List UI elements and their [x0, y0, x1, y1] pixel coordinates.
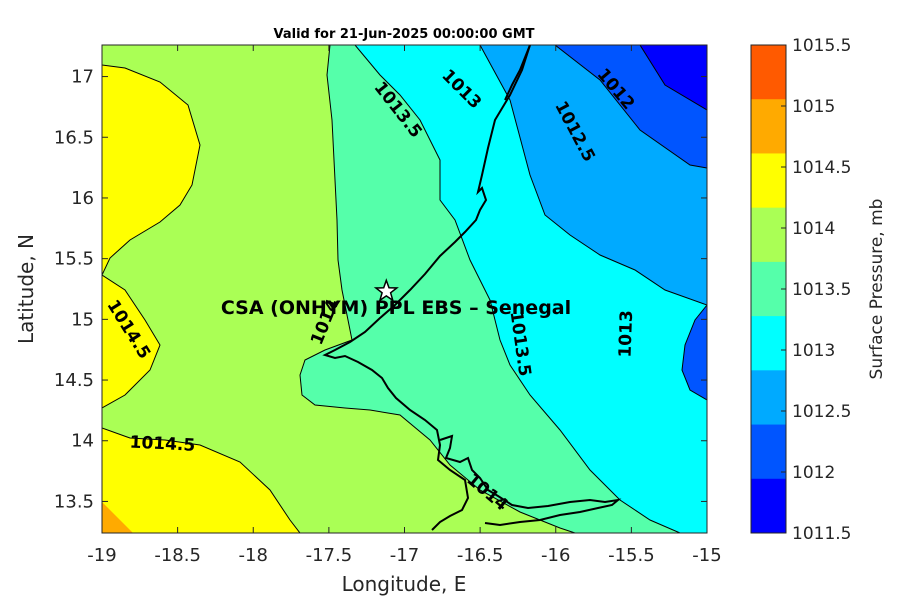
station-star-icon: [373, 278, 399, 303]
y-tick-label: 15.5: [54, 249, 94, 270]
y-tick-label: 17: [71, 67, 94, 88]
x-axis-label: Longitude, E: [342, 572, 467, 596]
x-tick-label: -18: [239, 545, 268, 566]
x-tick-label: -16.5: [457, 545, 504, 566]
band-1014.5-south: [102, 428, 300, 533]
colorbar-level-label: 1011.5: [792, 524, 851, 544]
station-label: CSA (ONHYM) PPL EBS – Senegal: [221, 297, 571, 319]
y-axis-label: Latitude, N: [14, 234, 38, 344]
colorbar-level-label: 1015: [792, 97, 835, 117]
colorbar-segment: [751, 478, 786, 534]
estuary: [439, 434, 622, 527]
colorbar-segment: [751, 207, 786, 263]
band-1012: [555, 45, 707, 168]
x-axis-ticks: -19 -18.5 -18 -17.5 -17 -16.5 -16 -15.5 -15: [87, 45, 722, 566]
colorbar-segment: [751, 261, 786, 317]
band-1013.5-pocket: [510, 370, 520, 382]
band-1012-east: [682, 305, 707, 400]
colorbar-segment: [751, 424, 786, 480]
contour-line: [681, 304, 707, 401]
band-1015: [102, 502, 133, 533]
y-tick-label: 16: [71, 188, 94, 209]
colorbar-level-label: 1012.5: [792, 402, 851, 422]
colorbar-segment: [751, 370, 786, 426]
map-title: Valid for 21-Jun-2025 00:00:00 GMT: [274, 27, 535, 42]
band-1011.5: [640, 45, 707, 110]
colorbar-level-label: 1013: [792, 341, 835, 361]
band-1014.5-west2: [102, 275, 160, 408]
y-tick-label: 13.5: [54, 491, 94, 512]
y-axis-ticks: 17 16.5 16 15.5 15 14.5 14 13.5: [54, 67, 707, 512]
contour-label-text: 1014.5: [129, 432, 196, 455]
x-tick-label: -15: [692, 545, 721, 566]
band-1014-west: [102, 45, 575, 533]
contour-line: [299, 45, 576, 533]
contour-line: [554, 45, 707, 169]
x-tick-label: -16: [541, 545, 570, 566]
colorbar-segment: [751, 153, 786, 209]
border-east: [504, 45, 531, 101]
contour-line: [354, 45, 681, 533]
contour-label: 1014.5: [129, 432, 196, 455]
colorbar-level-label: 1013.5: [792, 280, 851, 300]
y-tick-label: 16.5: [54, 127, 94, 148]
contour-lines: [102, 45, 707, 533]
station: CSA (ONHYM) PPL EBS – Senegal: [221, 278, 571, 319]
colorbar: 1015.5 1015 1014.5 1014 1013.5 1013 1012.5 1012…: [750, 36, 851, 544]
x-tick-label: -19: [87, 545, 116, 566]
x-tick-label: -15.5: [608, 545, 655, 566]
contour-line: [639, 45, 707, 111]
colorbar-label: Surface Pressure, mb: [867, 199, 887, 380]
contour-line: [479, 45, 707, 306]
y-tick-label: 15: [71, 309, 94, 330]
band-1014.5-west: [102, 45, 200, 275]
band-1012.5: [480, 45, 707, 305]
contour-line: [102, 274, 161, 409]
y-tick-label: 14: [71, 431, 94, 452]
colorbar-level-label: 1014: [792, 219, 835, 239]
y-tick-label: 14.5: [54, 370, 94, 391]
colorbar-segment: [751, 316, 786, 371]
colorbar-level-label: 1012: [792, 463, 835, 483]
x-tick-label: -17: [390, 545, 419, 566]
coastline: [322, 45, 531, 531]
coastline-border: [322, 45, 622, 531]
contour-line: [102, 64, 201, 276]
colorbar-segment: [751, 99, 786, 154]
x-tick-label: -18.5: [154, 545, 201, 566]
colorbar-segment: [751, 45, 786, 100]
filled-contours: [102, 45, 707, 533]
contour-line: [102, 427, 301, 533]
colorbar-level-label: 1015.5: [792, 36, 851, 56]
contour-label-text: 1013: [616, 310, 638, 358]
contour-label: 1013: [616, 310, 638, 358]
colorbar-level-label: 1014.5: [792, 158, 851, 178]
band-1013: [355, 45, 707, 533]
x-tick-label: -17.5: [306, 545, 353, 566]
